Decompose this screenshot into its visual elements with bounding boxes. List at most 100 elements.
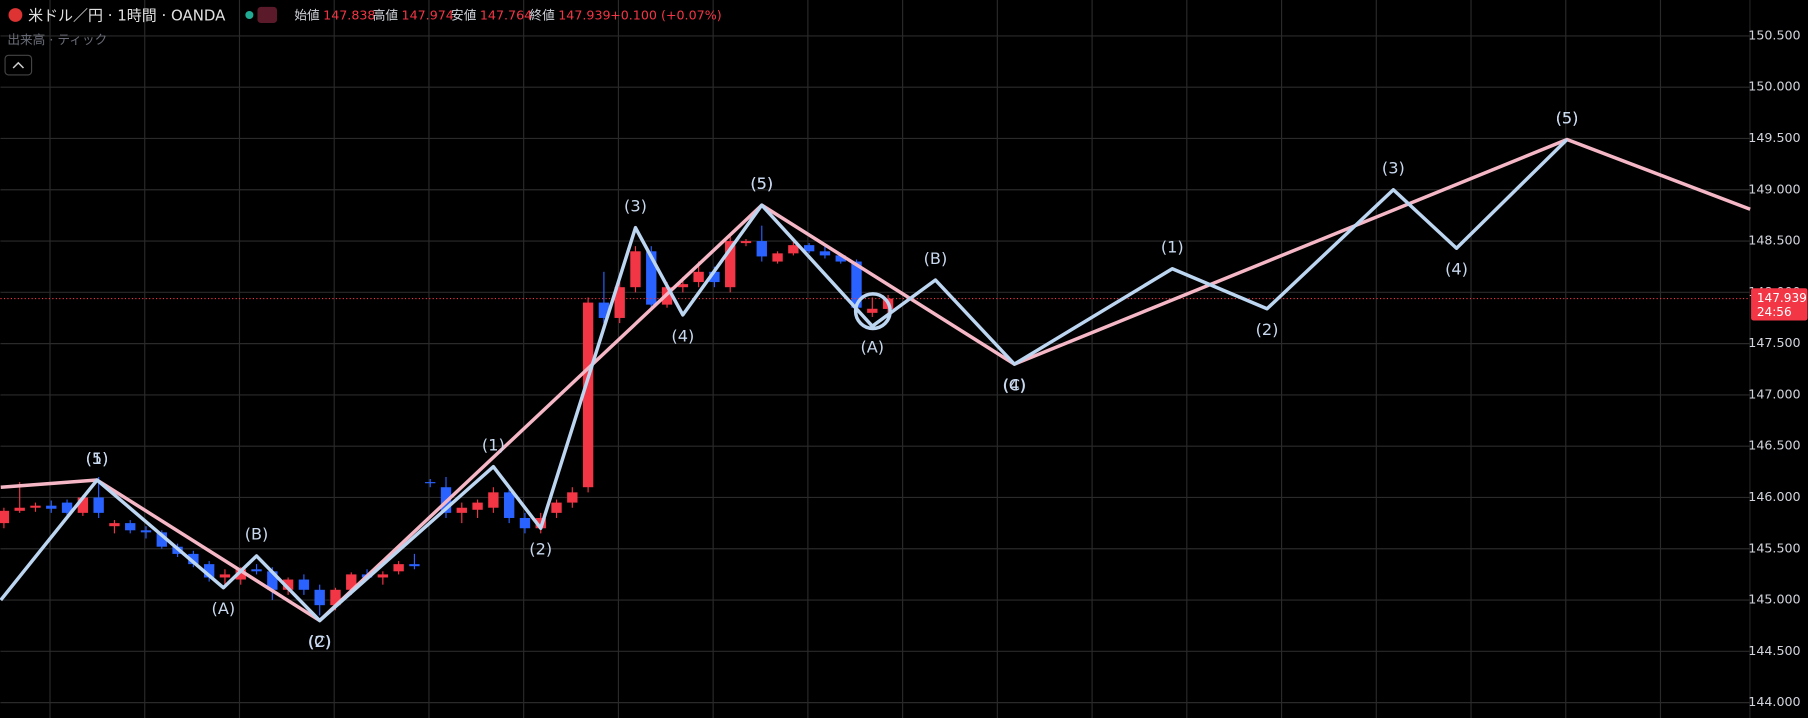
badge-box (1751, 288, 1808, 321)
wave-label: (5) (750, 174, 773, 193)
candle-body (725, 241, 736, 288)
close-value: 147.939 (558, 8, 610, 23)
candle-body (756, 241, 767, 257)
low-label: 安値 (451, 8, 477, 23)
candle-body (109, 523, 120, 527)
candle-body (425, 482, 436, 484)
y-tick-label: 147.000 (1748, 386, 1800, 401)
candle-body (551, 502, 562, 513)
wave-label: (5) (1556, 108, 1579, 127)
candle-body (298, 579, 310, 590)
status-badge[interactable] (257, 6, 278, 24)
candle-body (46, 505, 57, 509)
candle-body (709, 271, 720, 283)
wave-label: (5) (1556, 108, 1579, 127)
candle-body (267, 571, 278, 590)
y-tick-label: 145.000 (1748, 592, 1800, 607)
candle-body (14, 507, 25, 511)
y-tick-label: 147.500 (1748, 335, 1800, 350)
open-label: 始値 (294, 8, 320, 23)
wave-label: (4) (1445, 260, 1468, 279)
candle-body (693, 271, 704, 283)
candle-body (803, 245, 815, 252)
candle-body (772, 253, 783, 262)
candle-body (140, 530, 152, 533)
indicator-label[interactable]: 出来高 · ティック (7, 32, 107, 47)
header: 米ドル／円 · 1時間 · OANDA 始値 147.838 高値 147.97… (4, 6, 722, 76)
candle-body (330, 589, 341, 606)
badge-countdown: 24:56 (1757, 305, 1792, 319)
candle-body (867, 308, 878, 313)
candle-body (503, 492, 515, 518)
y-tick-label: 146.500 (1748, 438, 1800, 453)
candle-body (472, 502, 483, 510)
candle-body (582, 302, 594, 488)
y-tick-label: 149.500 (1748, 130, 1800, 145)
wave-label: (4) (671, 326, 694, 345)
y-tick-label: 148.500 (1748, 233, 1800, 248)
candle-body (630, 251, 641, 288)
candle-body (567, 492, 578, 503)
wave-label: (3) (1382, 159, 1405, 178)
candle-body (125, 523, 136, 531)
candle-body (851, 261, 862, 308)
candle-body (314, 589, 325, 606)
candle-body (156, 532, 167, 547)
candle-body (740, 241, 752, 244)
collapse-icon (12, 61, 25, 69)
low-value: 147.764 (480, 8, 532, 23)
y-tick-label: 149.000 (1748, 181, 1800, 196)
y-tick-label: 144.000 (1748, 694, 1800, 709)
candle-body (835, 255, 846, 262)
open-value: 147.838 (323, 8, 375, 23)
wave-label: (1) (86, 449, 109, 468)
wave-line (0, 138, 1569, 623)
candle-body (598, 302, 610, 318)
wave-label: (4) (1003, 376, 1026, 395)
symbol-icon (8, 8, 23, 22)
candle-body (346, 574, 357, 590)
candle-body (77, 497, 89, 513)
wave-label: (1) (1161, 237, 1184, 256)
candle-body (393, 564, 404, 572)
candle-body (0, 510, 10, 524)
high-value: 147.974 (402, 8, 454, 23)
highlight-circle (853, 292, 892, 331)
y-tick-label: 150.000 (1748, 79, 1800, 94)
candle-body (251, 569, 262, 572)
wave-label: (C) (1002, 376, 1026, 395)
change-value: +0.100 (+0.07%) (610, 8, 722, 23)
wave-label: (B) (245, 525, 269, 544)
wave-label: (1) (482, 435, 505, 454)
wave-label: (2) (308, 632, 331, 651)
high-label: 高値 (373, 8, 399, 23)
wave-label: (5) (86, 449, 109, 468)
candle-body (488, 492, 499, 508)
marks: (5)(2)(5)(4)(5)(1)(A)(B)(C)(1)(2)(3)(4)(… (0, 108, 1751, 651)
collapse-button[interactable] (4, 54, 33, 76)
candle-body (203, 564, 215, 578)
badge-price: 147.939 (1757, 291, 1807, 305)
candle-body (61, 502, 73, 513)
wave-label: (5) (750, 174, 773, 193)
y-tick-label: 146.000 (1748, 489, 1800, 504)
y-tick-label: 144.500 (1748, 643, 1800, 658)
wave-label: (3) (624, 196, 647, 215)
wave-label: (2) (1256, 320, 1279, 339)
candle-body (30, 505, 41, 508)
wave-label: (2) (529, 540, 552, 559)
candle-body (219, 574, 231, 578)
close-label: 終値 (529, 8, 555, 23)
wave-label: (A) (212, 599, 236, 618)
candle-body (677, 284, 689, 288)
candle-body (377, 574, 389, 578)
wave-label: (C) (308, 632, 332, 651)
symbol-title[interactable]: 米ドル／円 · 1時間 · OANDA (28, 7, 226, 25)
candle-body (188, 553, 199, 565)
candle-body (519, 517, 531, 529)
